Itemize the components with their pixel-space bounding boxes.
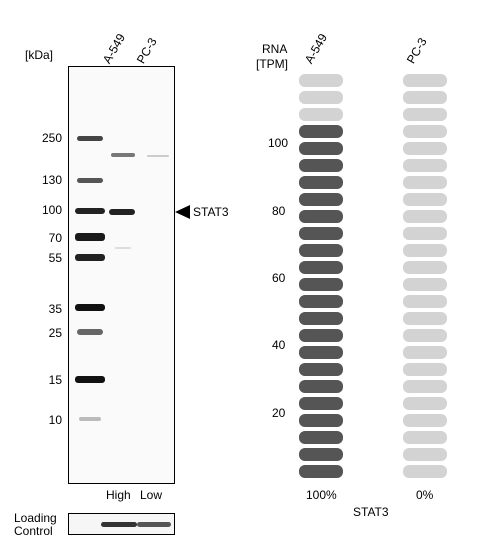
rna-pill <box>403 465 447 478</box>
rna-pill <box>403 193 447 206</box>
rna-pill <box>299 329 343 342</box>
target-label: STAT3 <box>193 205 229 219</box>
rna-pill <box>299 312 343 325</box>
marker-label-10: 10 <box>48 413 62 427</box>
marker-label-25: 25 <box>48 326 62 340</box>
rna-pill <box>299 448 343 461</box>
rna-percent-a549: 100% <box>306 488 337 502</box>
rna-pill <box>403 142 447 155</box>
rna-pill <box>403 125 447 138</box>
rna-pill <box>299 397 343 410</box>
intensity-label-low: Low <box>140 488 163 502</box>
rna-pill <box>299 380 343 393</box>
loading-band-a549 <box>101 522 137 527</box>
rna-pill <box>299 363 343 376</box>
lane-label-a549: A-549 <box>99 31 129 66</box>
rna-pill <box>299 278 343 291</box>
rna-pill <box>299 465 343 478</box>
rna-pill <box>403 244 447 257</box>
marker-label-35: 35 <box>48 302 62 316</box>
loading-band-pc3 <box>137 522 171 527</box>
rna-pill <box>299 176 343 189</box>
marker-label-250: 250 <box>41 131 62 145</box>
sample-band-a549-stat3 <box>109 209 135 215</box>
marker-label-100: 100 <box>41 203 62 217</box>
rna-pill <box>299 431 343 444</box>
rna-pill <box>299 244 343 257</box>
rna-header-line2: [TPM] <box>256 57 288 71</box>
rna-gene-label: STAT3 <box>353 505 389 519</box>
loading-control-label-line2: Control <box>14 524 53 538</box>
ladder-band-15 <box>75 376 105 383</box>
marker-label-55: 55 <box>48 251 62 265</box>
ladder-band-55 <box>75 254 105 261</box>
rna-sample-label-a549: A-549 <box>301 31 331 66</box>
rna-header-line1: RNA <box>262 42 288 56</box>
marker-label-70: 70 <box>48 231 62 245</box>
rna-pill <box>299 142 343 155</box>
rna-pill <box>403 363 447 376</box>
rna-pill <box>299 159 343 172</box>
rna-tick-60: 60 <box>272 271 286 285</box>
rna-pill <box>403 448 447 461</box>
ladder-band-70 <box>75 233 105 241</box>
rna-pill <box>299 74 343 87</box>
rna-pill <box>403 346 447 359</box>
rna-pill <box>299 261 343 274</box>
rna-pill <box>403 380 447 393</box>
rna-pill <box>299 125 343 138</box>
rna-tick-100: 100 <box>268 136 289 150</box>
ladder-band-130 <box>77 178 103 183</box>
rna-pill <box>403 108 447 121</box>
rna-pill <box>299 108 343 121</box>
rna-percent-pc3: 0% <box>416 488 434 502</box>
rna-pill <box>403 159 447 172</box>
rna-pill <box>299 346 343 359</box>
rna-pill <box>403 278 447 291</box>
marker-label-15: 15 <box>48 373 62 387</box>
rna-pill <box>403 176 447 189</box>
rna-tick-40: 40 <box>272 338 286 352</box>
rna-pill <box>403 414 447 427</box>
rna-pill <box>299 295 343 308</box>
intensity-label-high: High <box>106 488 131 502</box>
rna-pill <box>403 227 447 240</box>
sample-band-a549-upper <box>111 153 135 157</box>
rna-pill <box>403 312 447 325</box>
rna-pill <box>403 261 447 274</box>
loading-control-label-line1: Loading <box>14 511 57 525</box>
marker-label-130: 130 <box>41 173 62 187</box>
rna-pill <box>299 193 343 206</box>
lane-label-pc3: PC-3 <box>133 35 160 66</box>
ladder-band-250 <box>77 136 103 141</box>
ladder-band-100 <box>75 208 105 214</box>
rna-pill <box>299 91 343 104</box>
target-arrow-icon <box>175 205 190 219</box>
ladder-band-35 <box>75 304 105 311</box>
ladder-band-25 <box>77 329 103 335</box>
rna-pill <box>299 227 343 240</box>
rna-pill <box>403 295 447 308</box>
ladder-band-10 <box>79 417 101 421</box>
rna-pill <box>403 329 447 342</box>
western-blot-image <box>68 66 175 484</box>
rna-column-a549 <box>299 74 343 482</box>
rna-pill <box>403 431 447 444</box>
rna-column-pc3 <box>403 74 447 482</box>
sample-band-faint <box>115 247 131 249</box>
rna-pill <box>299 414 343 427</box>
sample-band-pc3-upper <box>147 155 169 157</box>
loading-control-blot <box>68 513 175 535</box>
rna-pill <box>299 210 343 223</box>
rna-pill <box>403 74 447 87</box>
rna-pill <box>403 91 447 104</box>
rna-tick-80: 80 <box>272 204 286 218</box>
rna-sample-label-pc3: PC-3 <box>403 35 430 66</box>
rna-pill <box>403 397 447 410</box>
rna-pill <box>403 210 447 223</box>
kda-unit-label: [kDa] <box>25 48 54 62</box>
rna-tick-20: 20 <box>272 406 286 420</box>
